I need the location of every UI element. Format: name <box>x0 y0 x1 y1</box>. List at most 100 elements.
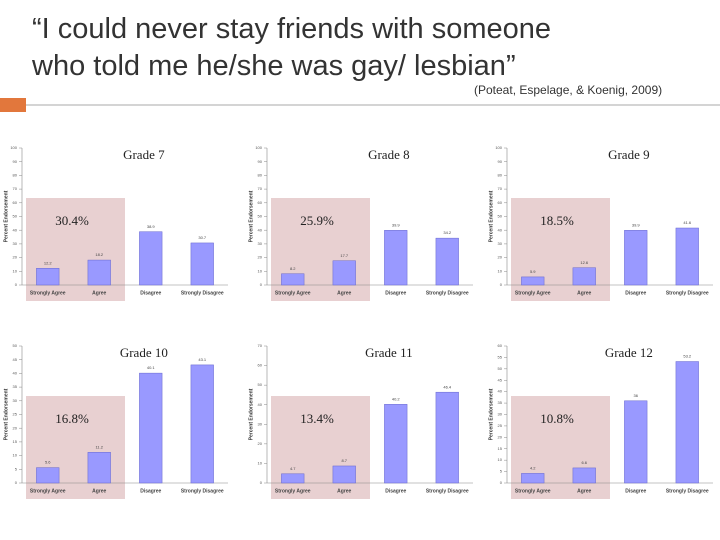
x-tick-label: Agree <box>577 290 591 296</box>
y-tick-label: 60 <box>498 200 503 205</box>
y-tick-label: 80 <box>13 172 18 177</box>
y-tick-label: 10 <box>258 460 263 465</box>
value-label: 40.2 <box>392 396 401 401</box>
y-tick-label: 25 <box>13 412 18 417</box>
y-tick-label: 40 <box>258 402 263 407</box>
y-tick-label: 60 <box>258 200 263 205</box>
y-tick-label: 40 <box>498 389 503 394</box>
y-tick-label: 10 <box>498 268 503 273</box>
bar <box>435 391 459 484</box>
y-tick-label: 90 <box>258 159 263 164</box>
y-tick-label: 50 <box>258 214 263 219</box>
y-tick-label: 20 <box>13 425 18 430</box>
y-tick-label: 20 <box>498 434 503 439</box>
y-tick-label: 100 <box>495 145 502 150</box>
value-label: 39.9 <box>632 222 641 227</box>
bar <box>384 404 408 484</box>
bar <box>332 260 356 286</box>
y-tick-label: 20 <box>258 441 263 446</box>
value-label: 11.2 <box>96 444 104 449</box>
value-label: 6.6 <box>581 460 587 465</box>
y-tick-label: 40 <box>258 227 263 232</box>
bar <box>190 364 214 484</box>
chart-title: Grade 12 <box>605 345 653 360</box>
y-tick-label: 50 <box>13 343 18 348</box>
annotation: 18.5% <box>540 213 574 228</box>
y-tick-label: 40 <box>13 370 18 375</box>
x-tick-label: Strongly Agree <box>275 290 311 296</box>
chart-title: Grade 7 <box>123 147 165 162</box>
value-label: 5.6 <box>45 460 51 465</box>
value-label: 46.4 <box>443 384 452 389</box>
y-tick-label: 70 <box>13 186 18 191</box>
y-tick-label: 35 <box>498 400 503 405</box>
x-tick-label: Strongly Disagree <box>426 488 469 494</box>
bar <box>281 273 305 286</box>
y-axis-label: Percent Endorsement <box>3 388 9 440</box>
y-tick-label: 30 <box>13 241 18 246</box>
x-tick-label: Disagree <box>140 290 161 296</box>
y-tick-label: 45 <box>498 377 503 382</box>
x-tick-label: Strongly Disagree <box>666 290 709 296</box>
y-tick-label: 50 <box>13 214 18 219</box>
y-tick-label: 40 <box>498 227 503 232</box>
x-tick-label: Strongly Agree <box>30 488 66 494</box>
y-axis-label: Percent Endorsement <box>3 190 9 242</box>
y-tick-label: 10 <box>13 453 18 458</box>
x-tick-label: Disagree <box>625 290 646 296</box>
y-tick-label: 35 <box>13 384 18 389</box>
bar <box>572 467 596 484</box>
x-tick-label: Agree <box>92 290 106 296</box>
x-tick-label: Strongly Agree <box>515 488 551 494</box>
value-label: 17.7 <box>340 253 349 258</box>
value-label: 8.2 <box>290 266 296 271</box>
y-tick-label: 20 <box>258 255 263 260</box>
y-tick-label: 80 <box>498 172 503 177</box>
value-label: 34.2 <box>443 230 452 235</box>
y-tick-label: 30 <box>13 398 18 403</box>
chart-title: Grade 9 <box>608 147 650 162</box>
y-tick-label: 100 <box>255 145 262 150</box>
value-label: 41.6 <box>683 220 692 225</box>
y-tick-label: 0 <box>260 282 263 287</box>
chart-title: Grade 8 <box>368 147 410 162</box>
y-tick-label: 90 <box>498 159 503 164</box>
y-tick-label: 30 <box>498 412 503 417</box>
value-label: 5.9 <box>530 269 536 274</box>
bar <box>139 372 163 484</box>
bar <box>521 473 545 484</box>
chart-title: Grade 11 <box>365 345 413 360</box>
citation: (Poteat, Espelage, & Koenig, 2009) <box>474 83 662 97</box>
y-tick-label: 10 <box>13 268 18 273</box>
y-tick-label: 50 <box>498 366 503 371</box>
y-tick-label: 20 <box>13 255 18 260</box>
value-label: 36 <box>634 393 639 398</box>
bar <box>572 267 596 286</box>
annotation: 25.9% <box>300 213 334 228</box>
y-tick-label: 60 <box>13 200 18 205</box>
y-tick-label: 0 <box>500 480 503 485</box>
bar <box>332 465 356 484</box>
bar <box>87 259 111 286</box>
x-tick-label: Disagree <box>385 290 406 296</box>
y-tick-label: 0 <box>15 480 18 485</box>
y-tick-label: 50 <box>258 382 263 387</box>
bar <box>281 473 305 484</box>
x-tick-label: Disagree <box>140 488 161 494</box>
y-tick-label: 30 <box>258 241 263 246</box>
x-tick-label: Disagree <box>385 488 406 494</box>
accent-bar <box>0 98 26 112</box>
x-tick-label: Agree <box>92 488 106 494</box>
y-tick-label: 25 <box>498 423 503 428</box>
value-label: 12.6 <box>580 260 589 265</box>
x-tick-label: Strongly Disagree <box>181 290 224 296</box>
x-tick-label: Strongly Agree <box>515 290 551 296</box>
x-tick-label: Agree <box>337 488 351 494</box>
y-tick-label: 80 <box>258 172 263 177</box>
y-tick-label: 10 <box>498 457 503 462</box>
bar <box>190 242 214 286</box>
value-label: 4.7 <box>290 466 296 471</box>
y-tick-label: 5 <box>15 466 18 471</box>
x-tick-label: Disagree <box>625 488 646 494</box>
